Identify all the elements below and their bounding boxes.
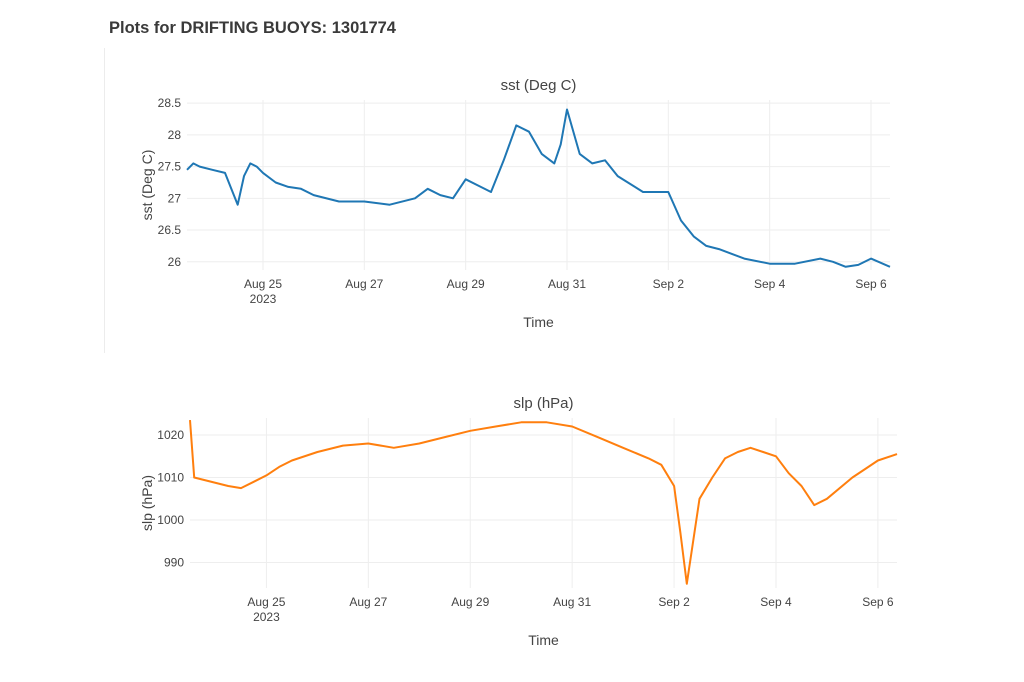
slp-ytick-label: 990 xyxy=(164,556,184,570)
slp-xtick-label: Sep 2 xyxy=(658,595,690,609)
slp-chart-title: slp (hPa) xyxy=(513,395,573,412)
slp-xtick-label: Aug 31 xyxy=(553,595,591,609)
slp-xtick-label: Sep 4 xyxy=(760,595,792,609)
sst-ytick-label: 27.5 xyxy=(158,160,182,174)
sst-x-axis-label: Time xyxy=(523,314,554,330)
sst-xtick-label: Sep 4 xyxy=(754,277,786,291)
sst-ytick-label: 28 xyxy=(168,128,182,142)
slp-xtick-label: Sep 6 xyxy=(862,595,894,609)
page-heading: Plots for DRIFTING BUOYS: 1301774 xyxy=(109,19,396,37)
sst-xtick-label: Aug 27 xyxy=(345,277,383,291)
slp-xtick-year-label: 2023 xyxy=(253,610,280,624)
sst-xtick-label: Aug 29 xyxy=(447,277,485,291)
sst-xtick-year-label: 2023 xyxy=(250,292,277,306)
sst-y-axis-label: sst (Deg C) xyxy=(139,150,155,221)
slp-xtick-label: Aug 29 xyxy=(451,595,489,609)
slp-ytick-label: 1000 xyxy=(157,513,184,527)
slp-x-axis-label: Time xyxy=(528,632,559,648)
slp-xtick-label: Aug 25 xyxy=(247,595,285,609)
slp-ytick-label: 1010 xyxy=(157,471,184,485)
sst-xtick-label: Sep 6 xyxy=(855,277,887,291)
sst-xtick-label: Aug 31 xyxy=(548,277,586,291)
slp-y-axis-label: slp (hPa) xyxy=(139,475,155,531)
sst-series-line xyxy=(186,108,891,268)
slp-ytick-label: 1020 xyxy=(157,428,184,442)
sst-xtick-label: Aug 25 xyxy=(244,277,282,291)
panel-divider xyxy=(104,48,105,353)
sst-ytick-label: 28.5 xyxy=(158,96,182,110)
sst-chart-title: sst (Deg C) xyxy=(501,77,577,94)
sst-xtick-label: Sep 2 xyxy=(653,277,685,291)
sst-ytick-label: 26.5 xyxy=(158,223,182,237)
sst-ytick-label: 26 xyxy=(168,255,182,269)
slp-series-line xyxy=(189,420,898,585)
slp-xtick-label: Aug 27 xyxy=(349,595,387,609)
sst-ytick-label: 27 xyxy=(168,191,182,205)
